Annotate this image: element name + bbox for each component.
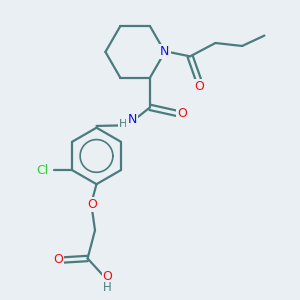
Text: O: O [87, 199, 97, 212]
Text: O: O [103, 270, 112, 283]
Text: O: O [194, 80, 204, 94]
Text: O: O [53, 254, 63, 266]
Text: O: O [177, 107, 187, 120]
Text: Cl: Cl [36, 164, 48, 177]
Text: N: N [160, 45, 170, 58]
Text: H: H [103, 281, 112, 294]
Text: H: H [119, 119, 128, 129]
Text: N: N [128, 113, 137, 126]
